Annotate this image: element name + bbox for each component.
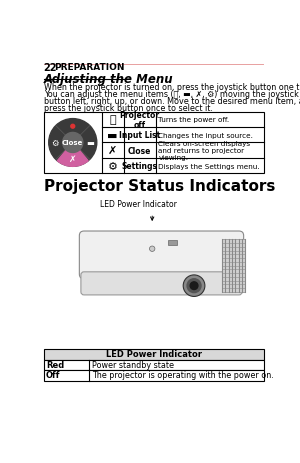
Text: LED Power Indicator: LED Power Indicator (106, 349, 202, 358)
Wedge shape (57, 143, 88, 167)
Circle shape (71, 125, 75, 129)
Text: Changes the input source.: Changes the input source. (158, 132, 253, 138)
Text: Off: Off (46, 371, 61, 380)
Bar (44, 349, 264, 360)
Text: PREPARATION: PREPARATION (55, 63, 125, 72)
Text: Projector Status Indicators: Projector Status Indicators (44, 179, 275, 194)
Text: Power standby state: Power standby state (92, 360, 174, 369)
Text: When the projector is turned on, press the joystick button one time.: When the projector is turned on, press t… (44, 83, 300, 92)
FancyBboxPatch shape (81, 272, 242, 295)
FancyBboxPatch shape (79, 232, 244, 279)
Text: Close: Close (62, 140, 83, 146)
Text: Projector
off: Projector off (120, 110, 160, 130)
Text: ▬: ▬ (86, 138, 94, 148)
Circle shape (63, 133, 83, 153)
Bar (222, 240, 245, 292)
Text: Red: Red (46, 360, 64, 369)
Text: LED Power Indicator: LED Power Indicator (100, 200, 177, 209)
Bar (168, 241, 177, 245)
Text: Input List: Input List (119, 131, 160, 140)
Text: Displays the Settings menu.: Displays the Settings menu. (158, 163, 260, 169)
Text: ✗: ✗ (108, 146, 117, 156)
Text: 22: 22 (44, 63, 57, 73)
Bar (44, 370, 264, 382)
Text: press the joystick button once to select it.: press the joystick button once to select… (44, 104, 213, 113)
Text: button left, right, up, or down. Move to the desired menu item, and then: button left, right, up, or down. Move to… (44, 97, 300, 106)
Text: You can adjust the menu items (⏻, ▬, ✗, ⚙) moving the joystick: You can adjust the menu items (⏻, ▬, ✗, … (44, 90, 298, 99)
Circle shape (149, 246, 155, 252)
Text: Adjusting the Menu: Adjusting the Menu (44, 73, 173, 86)
Text: ⚙: ⚙ (52, 138, 59, 148)
Text: ⏻: ⏻ (110, 115, 116, 125)
Text: Close: Close (128, 146, 152, 155)
Text: The projector is operating with the power on.: The projector is operating with the powe… (92, 371, 274, 380)
Text: Settings: Settings (122, 162, 158, 171)
Circle shape (49, 119, 97, 167)
Bar (44, 360, 264, 370)
Circle shape (187, 279, 201, 293)
Text: Clears on-screen displays
and returns to projector
viewing.: Clears on-screen displays and returns to… (158, 141, 250, 161)
Text: Turns the power off.: Turns the power off. (158, 117, 230, 123)
Bar (44, 113, 264, 174)
Circle shape (190, 282, 198, 290)
Circle shape (183, 275, 205, 297)
Text: ✗: ✗ (69, 155, 76, 163)
Text: ▬: ▬ (107, 131, 118, 140)
Text: ⚙: ⚙ (108, 161, 118, 171)
